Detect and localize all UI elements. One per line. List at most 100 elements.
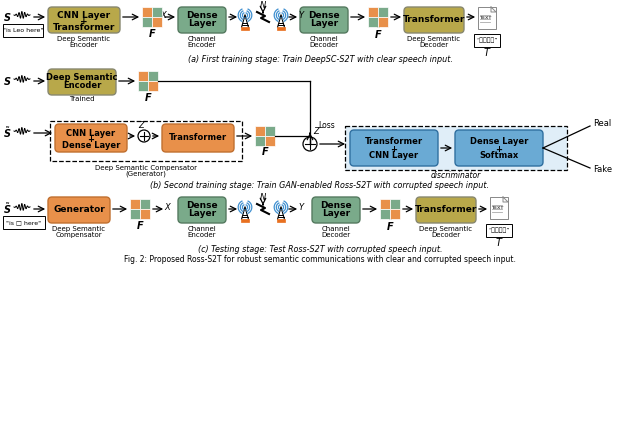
Text: Layer: Layer (310, 18, 338, 28)
FancyBboxPatch shape (300, 7, 348, 33)
Bar (130, 209, 140, 219)
Text: "is Leo here": "is Leo here" (3, 28, 43, 33)
Text: CNN Layer: CNN Layer (369, 152, 419, 160)
Text: Transformer: Transformer (415, 205, 477, 215)
Bar (241, 219, 249, 222)
Text: Trained: Trained (69, 96, 95, 102)
Bar (380, 209, 390, 219)
Text: $\boldsymbol{S}$: $\boldsymbol{S}$ (3, 11, 12, 23)
Text: Channel: Channel (188, 226, 216, 232)
Text: Encoder: Encoder (188, 42, 216, 48)
Text: Deep Semantic Compensator: Deep Semantic Compensator (95, 165, 197, 171)
FancyBboxPatch shape (312, 197, 360, 223)
Bar (140, 209, 150, 219)
FancyBboxPatch shape (178, 7, 226, 33)
Bar (265, 126, 275, 136)
Text: Loss: Loss (318, 121, 335, 129)
Text: $X$: $X$ (160, 8, 168, 20)
Text: Dense: Dense (186, 201, 218, 211)
Bar (378, 7, 388, 17)
Text: +: + (88, 135, 95, 143)
Text: Fake: Fake (593, 166, 612, 174)
Text: $\hat{T}$: $\hat{T}$ (495, 233, 503, 249)
Text: “里奥在吗”: “里奥在吗” (488, 228, 509, 233)
Bar (152, 17, 162, 27)
Text: Encoder: Encoder (70, 42, 99, 48)
FancyBboxPatch shape (48, 7, 120, 33)
Text: $\tilde{\boldsymbol{S}}$: $\tilde{\boldsymbol{S}}$ (3, 201, 12, 216)
Text: $\boldsymbol{F}$: $\boldsymbol{F}$ (148, 27, 156, 39)
Text: +: + (390, 145, 397, 153)
Text: $\bar{\boldsymbol{F}}$: $\bar{\boldsymbol{F}}$ (260, 144, 269, 158)
Text: +: + (80, 17, 88, 25)
Text: Transformer: Transformer (365, 138, 423, 146)
FancyBboxPatch shape (55, 124, 127, 152)
Text: discriminator: discriminator (431, 171, 481, 180)
Text: "is □ here": "is □ here" (6, 220, 42, 225)
Text: (Generator): (Generator) (125, 171, 166, 177)
FancyBboxPatch shape (48, 197, 110, 223)
Text: Dense Layer: Dense Layer (62, 141, 120, 149)
Text: $X$: $X$ (164, 201, 172, 212)
Text: Transformer: Transformer (53, 22, 115, 31)
Text: Encoder: Encoder (188, 232, 216, 238)
Bar (368, 7, 378, 17)
Bar (3, 24, 43, 37)
Text: Transformer: Transformer (169, 133, 227, 142)
Bar (140, 199, 150, 209)
FancyBboxPatch shape (455, 130, 543, 166)
Text: Layer: Layer (188, 208, 216, 218)
Text: (b) Second training stage: Train GAN-enabled Ross-S2T with corrupted speech inpu: (b) Second training stage: Train GAN-ena… (150, 181, 490, 191)
Text: $Z$: $Z$ (138, 118, 146, 129)
Text: (c) Testing stage: Test Ross-S2T with corrupted speech input.: (c) Testing stage: Test Ross-S2T with co… (198, 244, 442, 253)
Bar (490, 197, 508, 219)
FancyBboxPatch shape (404, 7, 464, 33)
FancyBboxPatch shape (178, 197, 226, 223)
Text: Deep Semantic: Deep Semantic (46, 73, 118, 83)
FancyBboxPatch shape (48, 69, 116, 95)
Text: Channel: Channel (188, 36, 216, 42)
Bar (130, 199, 140, 209)
Bar (390, 209, 400, 219)
Text: Compensator: Compensator (56, 232, 102, 238)
Text: $\bar{\boldsymbol{F}}$: $\bar{\boldsymbol{F}}$ (136, 218, 144, 232)
Bar (138, 71, 148, 81)
Text: Softmax: Softmax (479, 152, 518, 160)
Bar (474, 34, 500, 47)
Text: CNN Layer: CNN Layer (67, 128, 116, 138)
Text: Dense: Dense (320, 201, 352, 211)
Text: Real: Real (593, 119, 611, 128)
Text: $\hat{T}$: $\hat{T}$ (483, 43, 492, 59)
Bar (241, 27, 249, 30)
Text: $Y$: $Y$ (298, 201, 306, 212)
FancyBboxPatch shape (162, 124, 234, 152)
Text: “里奥在吗”: “里奥在吗” (476, 38, 498, 43)
Text: Channel: Channel (322, 226, 350, 232)
Text: $Y$: $Y$ (298, 8, 306, 20)
Text: CNN Layer: CNN Layer (58, 10, 111, 20)
Text: $\boldsymbol{S}$: $\boldsymbol{S}$ (3, 75, 12, 87)
Text: $Z$: $Z$ (313, 125, 321, 136)
Bar (276, 27, 285, 30)
Bar (368, 17, 378, 27)
Bar (138, 81, 148, 91)
Text: $N$: $N$ (259, 0, 267, 10)
Text: Deep Semantic: Deep Semantic (52, 226, 106, 232)
Text: Decoder: Decoder (321, 232, 351, 238)
Text: $\hat{\boldsymbol{F}}$: $\hat{\boldsymbol{F}}$ (374, 25, 382, 41)
FancyBboxPatch shape (416, 197, 476, 223)
Bar (148, 71, 158, 81)
Text: Layer: Layer (322, 208, 350, 218)
Text: $N$: $N$ (259, 191, 267, 202)
Bar (255, 126, 265, 136)
Text: (a) First training stage: Train DeepSC-S2T with clear speech input.: (a) First training stage: Train DeepSC-S… (188, 55, 452, 63)
Bar (486, 224, 512, 237)
Text: Fig. 2: Proposed Ross-S2T for robust semantic communications with clear and corr: Fig. 2: Proposed Ross-S2T for robust sem… (124, 256, 516, 264)
Text: Dense Layer: Dense Layer (470, 138, 528, 146)
Text: Dense: Dense (308, 11, 340, 21)
Bar (50, 121, 242, 161)
Text: $\tilde{\boldsymbol{S}}$: $\tilde{\boldsymbol{S}}$ (3, 125, 12, 140)
Text: Encoder: Encoder (63, 80, 101, 90)
Bar (345, 126, 567, 170)
Bar (255, 136, 265, 146)
